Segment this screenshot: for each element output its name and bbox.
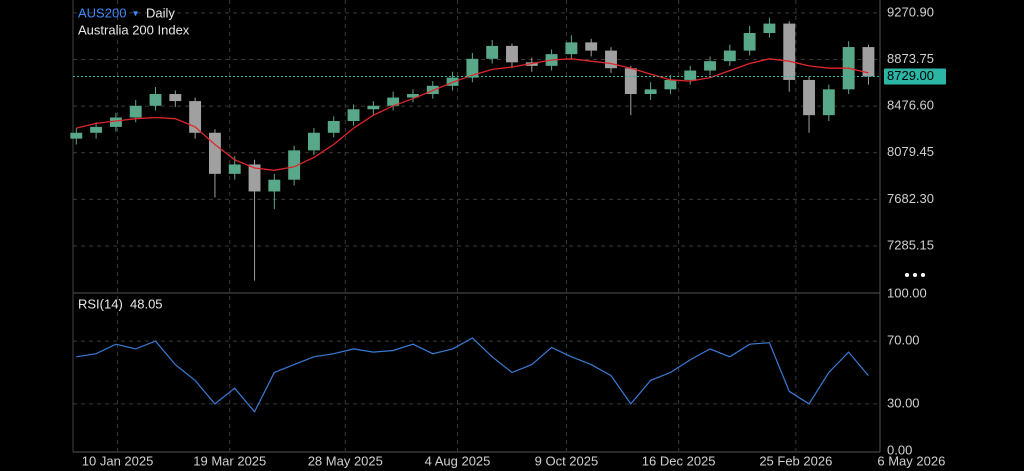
candle-body	[189, 101, 202, 133]
candle-body	[704, 61, 716, 71]
x-tick-label: 4 Aug 2025	[425, 453, 491, 468]
candle-body	[783, 23, 796, 80]
interval[interactable]: Daily	[146, 5, 175, 20]
y-tick-label: 70.00	[887, 333, 920, 348]
x-tick-label: 9 Oct 2025	[535, 453, 599, 468]
dot[interactable]	[921, 273, 925, 277]
last-price-label: 8729.00	[887, 68, 934, 83]
candle-body	[407, 94, 419, 98]
candle-body	[208, 132, 221, 174]
y-tick-label: 30.00	[887, 395, 920, 410]
candle-body	[803, 79, 815, 116]
candle-body	[248, 164, 261, 192]
candle-body	[70, 132, 83, 139]
y-tick-label: 9270.90	[887, 4, 934, 19]
candle-body	[109, 117, 122, 127]
candle-body	[506, 45, 518, 63]
candle-body	[387, 97, 400, 106]
candle-body	[268, 179, 281, 192]
dot[interactable]	[913, 273, 917, 277]
y-tick-label: 7682.30	[887, 191, 934, 206]
candle-body	[644, 89, 657, 95]
y-tick-label: 8079.45	[887, 144, 934, 159]
candle-body	[367, 105, 380, 110]
dot[interactable]	[905, 273, 909, 277]
symbol[interactable]: AUS200	[78, 5, 126, 20]
candle-body	[664, 79, 677, 90]
y-tick-label: 7285.15	[887, 237, 934, 252]
y-tick-label: 100.00	[887, 285, 927, 300]
last-price-box	[884, 68, 946, 85]
marks: 10 Jan 2025 19 Mar 2025 28 May 2025 4 Aug 2…	[70, 0, 946, 468]
candle-body	[486, 45, 499, 59]
candle-body	[466, 58, 479, 78]
candle-body	[228, 164, 241, 174]
x-tick-label: 10 Jan 2025	[82, 453, 154, 468]
y-tick-label: 0.00	[887, 442, 912, 457]
candle-body	[288, 150, 301, 180]
subtitle: Australia 200 Index	[78, 22, 190, 37]
candle-body	[308, 132, 320, 151]
candle-body	[129, 105, 142, 118]
moving-average	[76, 58, 869, 171]
candle-body	[585, 42, 598, 51]
candle-body	[565, 42, 578, 55]
candle-body	[822, 89, 835, 116]
candle-body	[763, 23, 776, 33]
candle-body	[624, 68, 637, 95]
more-icon[interactable]	[905, 273, 925, 277]
candle-body	[169, 94, 182, 102]
candle-body	[743, 32, 756, 51]
y-tick-label: 8873.75	[887, 51, 934, 66]
candle-body	[149, 94, 162, 106]
candle-body	[862, 47, 875, 77]
symbol-dropdown-icon[interactable]: ▾	[133, 9, 138, 20]
x-tick-label: 16 Dec 2025	[642, 453, 716, 468]
candle-body	[327, 121, 340, 133]
x-tick-label: 19 Mar 2025	[193, 453, 266, 468]
rsi-last-value: 48.05	[130, 296, 163, 311]
x-tick-label: 28 May 2025	[308, 453, 383, 468]
candle-body	[347, 109, 360, 122]
x-tick-label: 6 May 2026	[877, 453, 945, 468]
rsi-line	[76, 337, 869, 413]
candle-body	[90, 126, 103, 133]
candle-body	[684, 70, 697, 80]
candle-body	[723, 50, 736, 62]
rsi-title: RSI(14)	[78, 296, 123, 311]
y-tick-label: 8476.60	[887, 98, 934, 113]
candle-body	[605, 50, 617, 69]
x-tick-label: 25 Feb 2026	[759, 453, 832, 468]
